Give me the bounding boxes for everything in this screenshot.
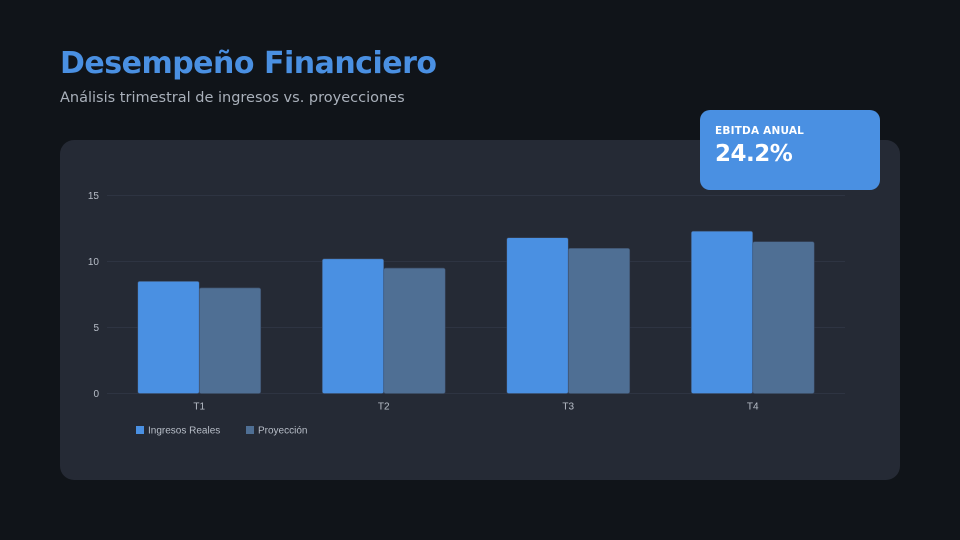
legend-label: Ingresos Reales <box>148 426 220 437</box>
page-subtitle: Análisis trimestral de ingresos vs. proy… <box>60 90 405 106</box>
bar-t3-proyeccion <box>567 248 631 394</box>
y-tick-label: 10 <box>88 257 100 268</box>
x-tick-label: T3 <box>562 402 574 413</box>
bar-t1-proyeccion <box>198 287 262 394</box>
bar-t2-proyeccion <box>383 267 446 394</box>
kpi-label: EBITDA ANUAL <box>715 125 805 137</box>
bar-t4-ingresos <box>690 230 754 394</box>
bar-chart: 0 5 10 15 T1 T2 T3 T4 Ingresos Reales Proyección <box>88 191 845 437</box>
y-tick-label: 5 <box>93 323 99 334</box>
bar-t3-ingresos <box>506 237 569 394</box>
kpi-value: 24.2% <box>715 141 793 167</box>
page-title: Desempeño Financiero <box>60 46 437 81</box>
bar-t2-ingresos <box>321 258 385 394</box>
x-tick-label: T2 <box>378 402 390 413</box>
x-tick-label: T1 <box>193 402 205 413</box>
legend-swatch-0 <box>136 426 144 434</box>
legend-label: Proyección <box>258 426 307 437</box>
y-tick-label: 15 <box>88 191 100 202</box>
legend-swatch-1 <box>246 426 254 434</box>
bar-t4-proyeccion <box>752 241 815 394</box>
x-tick-label: T4 <box>747 402 759 413</box>
chart-panel: 0 5 10 15 T1 T2 T3 T4 Ingresos Reales Proyección <box>60 140 900 480</box>
bar-t1-ingresos <box>137 281 200 394</box>
kpi-card-ebitda: EBITDA ANUAL 24.2% <box>700 110 880 190</box>
y-tick-label: 0 <box>93 389 99 400</box>
